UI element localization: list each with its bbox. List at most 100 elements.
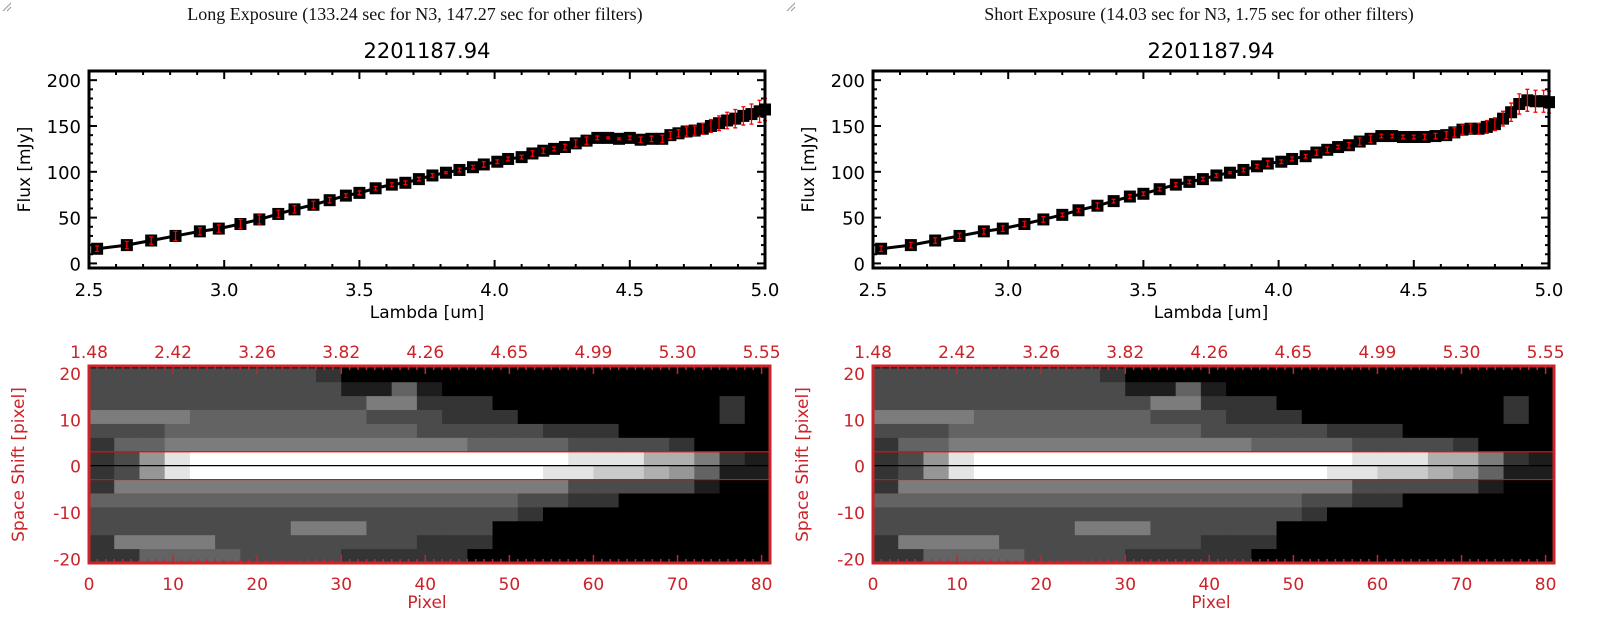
y-tick-label: 0 xyxy=(854,458,865,478)
top-tick-label: 1.48 xyxy=(854,343,892,363)
image-cell xyxy=(999,437,1025,453)
image-cell xyxy=(1251,423,1278,439)
image-cell xyxy=(517,396,544,411)
y-tick-label: 150 xyxy=(47,117,81,138)
image-cell xyxy=(341,493,367,508)
image-cell xyxy=(1327,410,1353,425)
image-cell xyxy=(1226,521,1252,536)
short-exposure-charts: 2201187.942.5 3.0 3.5 4.0 4.5 5.0050100150200… xyxy=(793,39,1565,613)
image-cell xyxy=(265,521,292,536)
image-cell xyxy=(999,410,1025,425)
error-bar xyxy=(238,218,243,230)
image-cell xyxy=(744,521,771,536)
image-cell xyxy=(114,423,140,439)
x-tick-label: 60 xyxy=(583,575,605,595)
x-tick-label: 0 xyxy=(868,575,879,595)
image-cell xyxy=(391,396,418,411)
image-cell xyxy=(1100,521,1126,536)
image-cell xyxy=(1074,437,1101,453)
image-cell xyxy=(164,368,191,383)
image-cell xyxy=(898,451,924,467)
image-cell xyxy=(1100,493,1126,508)
image-cell xyxy=(517,437,544,453)
image-cell xyxy=(1024,423,1051,439)
error-bar xyxy=(692,125,697,136)
image-cell xyxy=(1100,368,1126,383)
image-cell xyxy=(215,479,241,494)
x-tick-label: 20 xyxy=(246,575,268,595)
image-cell xyxy=(923,368,950,383)
image-cell xyxy=(1276,465,1303,481)
image-cell xyxy=(442,423,468,439)
image-cell xyxy=(1301,479,1328,494)
error-bar xyxy=(1265,160,1270,167)
image-cell xyxy=(999,521,1025,536)
resize-grip-icon[interactable] xyxy=(0,0,12,12)
image-cell xyxy=(873,410,899,425)
image-cell xyxy=(1503,451,1530,467)
image-cell xyxy=(416,465,443,481)
short-exposure-heading: Short Exposure (14.03 sec for N3, 1.75 s… xyxy=(984,4,1414,24)
image-cell xyxy=(1301,521,1328,536)
image-cell xyxy=(1478,479,1505,494)
error-bar xyxy=(676,128,681,138)
image-cell xyxy=(898,410,924,425)
error-bar xyxy=(1346,141,1351,149)
image-cell xyxy=(316,521,342,536)
image-cell xyxy=(1024,465,1051,481)
image-cell xyxy=(189,549,216,564)
error-bar xyxy=(981,227,986,235)
image-cell xyxy=(139,368,166,383)
image-cell xyxy=(1150,465,1177,481)
image-cell xyxy=(1100,535,1126,550)
image-cell xyxy=(1226,396,1252,411)
image-cell xyxy=(948,521,975,536)
error-bar xyxy=(506,156,511,162)
image-cell xyxy=(366,507,393,522)
image-cell xyxy=(643,423,670,439)
image-cell xyxy=(1301,423,1328,439)
image-cell xyxy=(1024,396,1051,411)
image-cell xyxy=(669,451,695,467)
top-tick-label: 4.65 xyxy=(1274,343,1312,363)
image-cell xyxy=(543,423,569,439)
x-tick-label: 30 xyxy=(1114,575,1136,595)
image-cell xyxy=(492,535,519,550)
image-cell xyxy=(669,507,695,522)
image-cell xyxy=(1327,535,1353,550)
image-cell xyxy=(1226,465,1252,481)
image-cell xyxy=(290,549,317,564)
error-bar xyxy=(1022,220,1027,228)
image-cell xyxy=(1327,396,1353,411)
image-cell xyxy=(1301,396,1328,411)
resize-grip-icon[interactable] xyxy=(784,0,796,12)
error-bar xyxy=(1368,134,1373,144)
image-cell xyxy=(1352,368,1378,383)
image-cell xyxy=(1478,382,1505,397)
image-cell xyxy=(973,396,1000,411)
image-cell xyxy=(215,507,241,522)
image-cell xyxy=(543,410,569,425)
image-cell xyxy=(1024,437,1051,453)
image-cell xyxy=(593,437,620,453)
image-cell xyxy=(1024,368,1051,383)
image-cell xyxy=(164,451,191,467)
image-cell xyxy=(1377,549,1404,564)
image-cell xyxy=(341,465,367,481)
image-cell xyxy=(114,368,140,383)
image-cell xyxy=(341,437,367,453)
image-cell xyxy=(999,382,1025,397)
image-cell xyxy=(694,423,721,439)
x-tick-label: 30 xyxy=(330,575,352,595)
image-cell xyxy=(1125,549,1151,564)
top-tick-label: 3.82 xyxy=(1106,343,1144,363)
image-cell xyxy=(1352,423,1378,439)
image-cell xyxy=(1226,493,1252,508)
image-cell xyxy=(1049,451,1076,467)
image-cell xyxy=(517,423,544,439)
image-cell xyxy=(543,479,569,494)
image-cell xyxy=(593,493,620,508)
error-bar xyxy=(1422,133,1427,141)
image-cell xyxy=(215,396,241,411)
image-cell xyxy=(1427,521,1454,536)
